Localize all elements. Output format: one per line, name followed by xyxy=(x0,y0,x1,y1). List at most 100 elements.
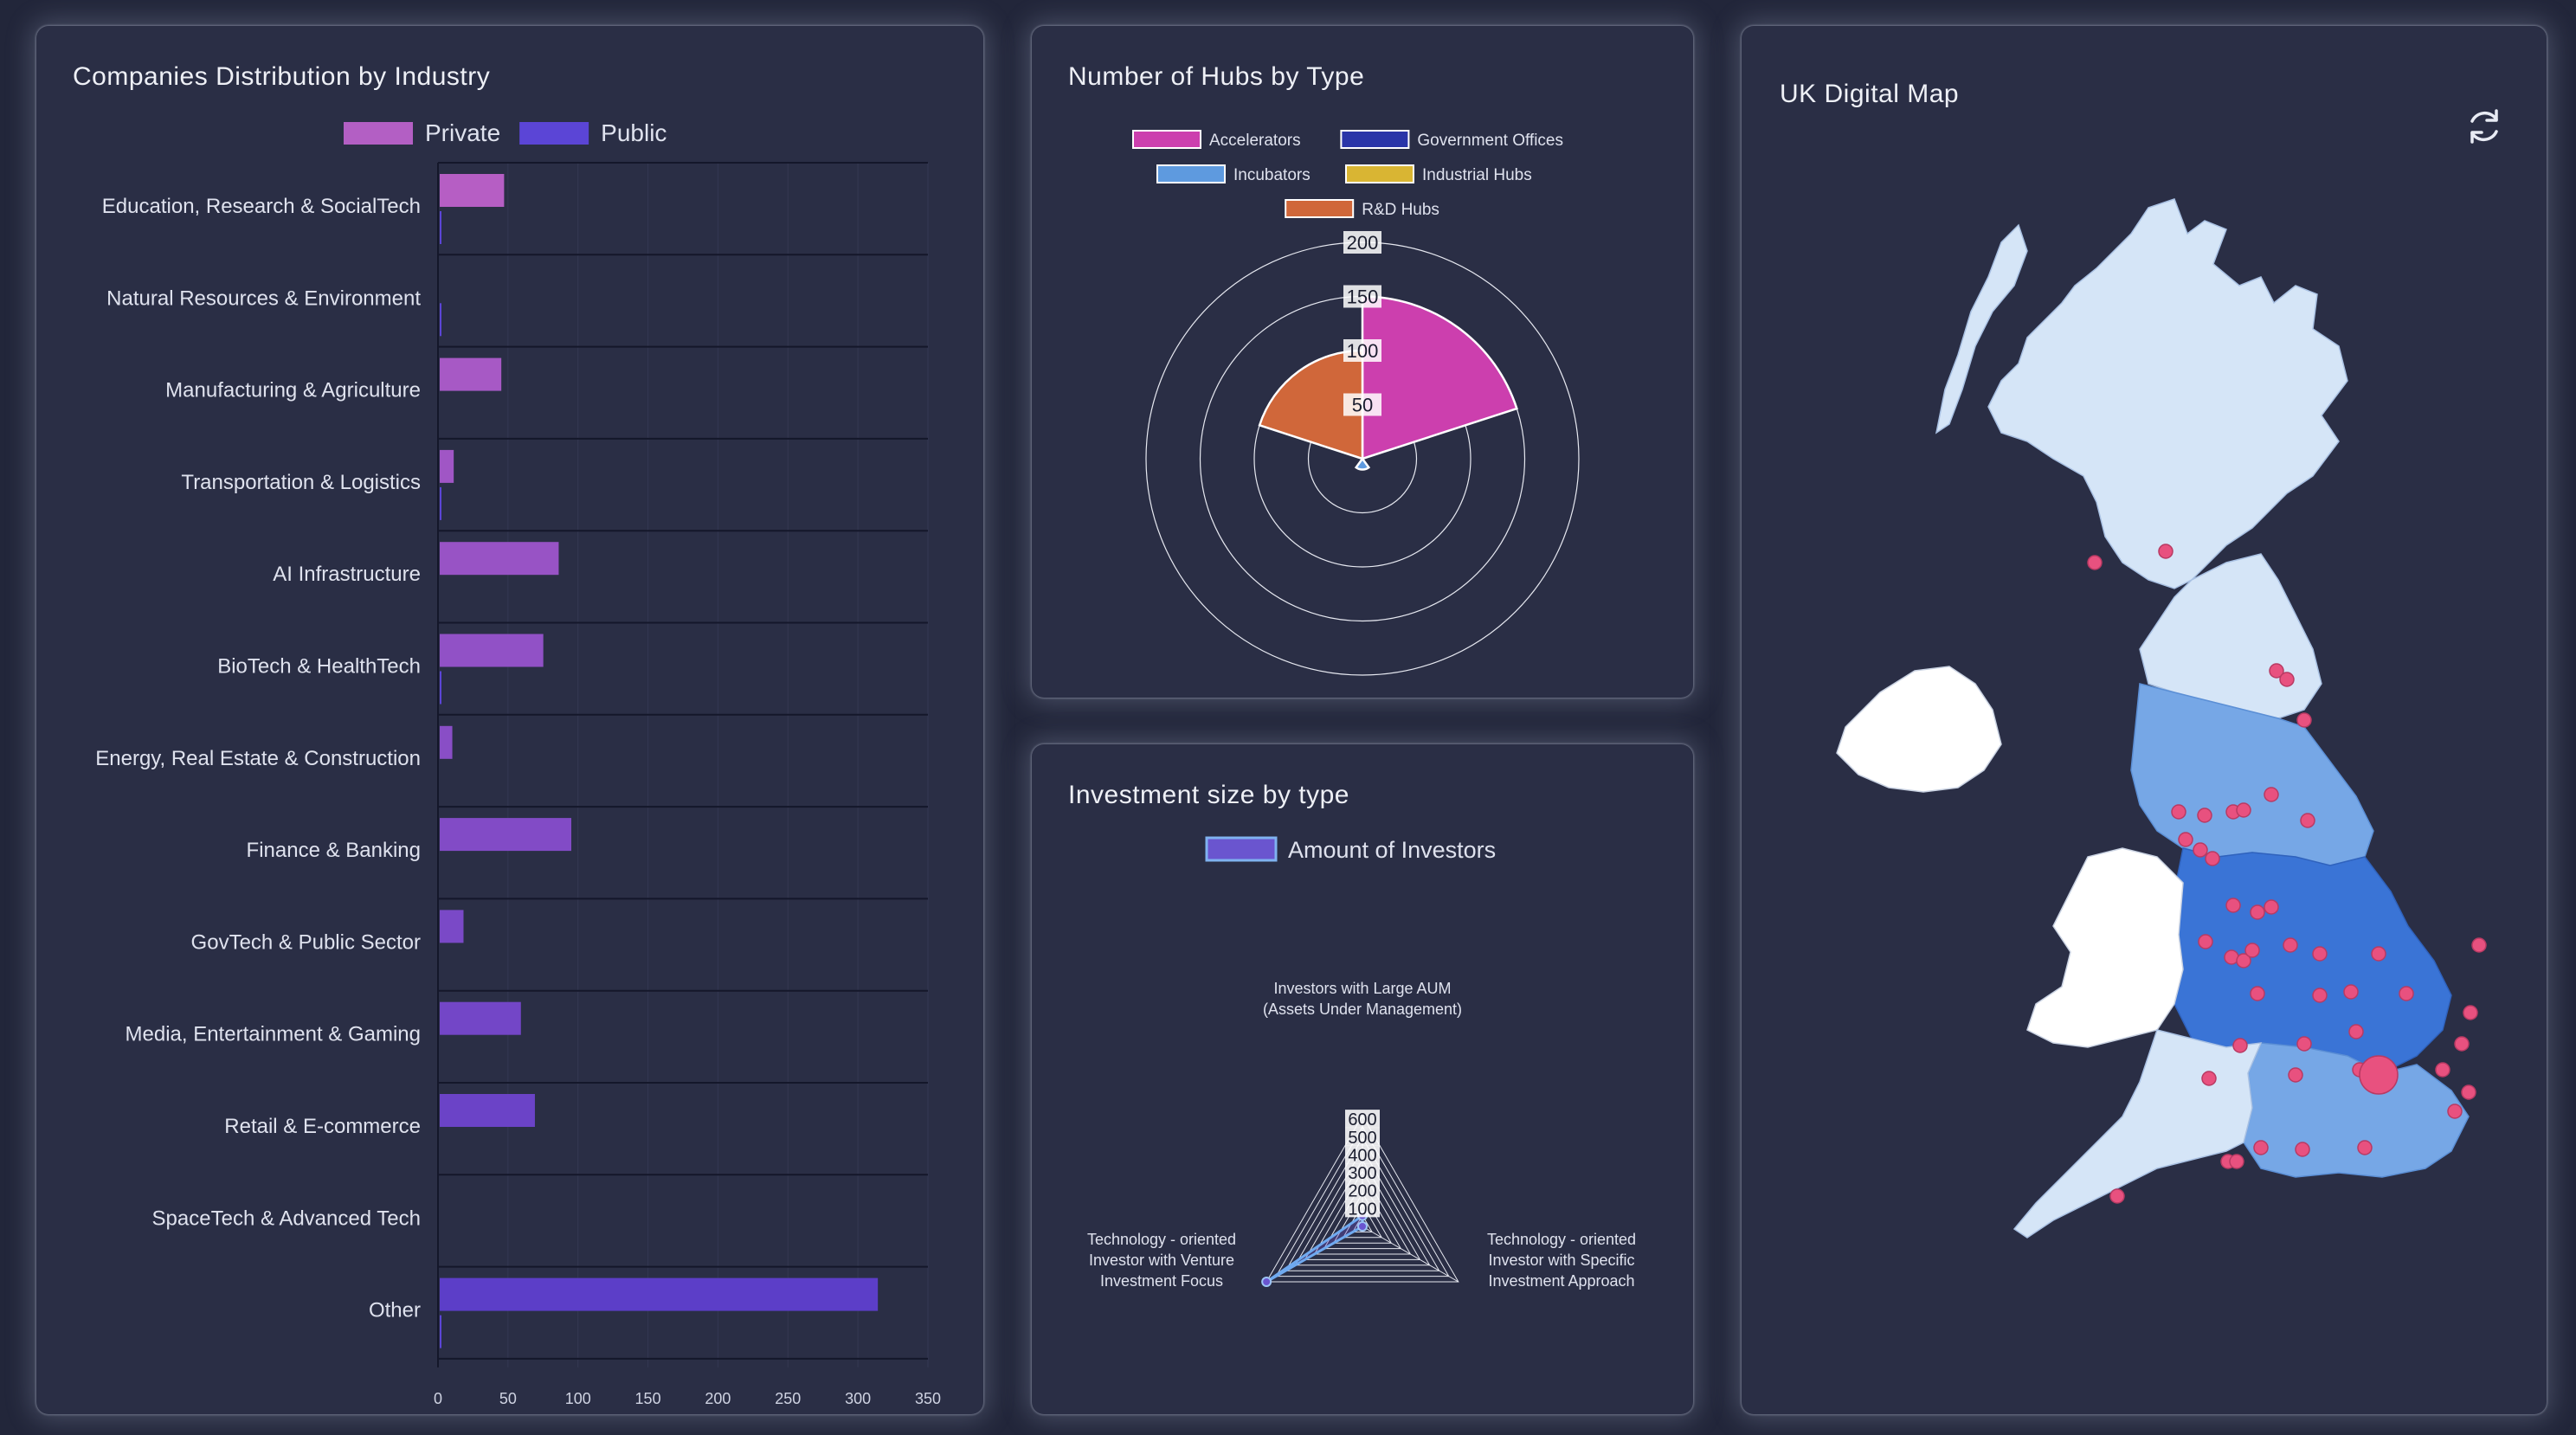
map-marker[interactable] xyxy=(2312,946,2328,962)
map-marker[interactable] xyxy=(2296,712,2312,728)
map-marker[interactable] xyxy=(2109,1188,2125,1204)
category-label: Transportation & Logistics xyxy=(181,471,421,494)
radar-tick-bg xyxy=(1345,1127,1380,1146)
map-marker[interactable] xyxy=(2264,787,2279,802)
map-marker[interactable] xyxy=(2158,544,2174,559)
bar-private[interactable] xyxy=(440,174,505,207)
bar-public[interactable] xyxy=(440,671,441,705)
radar-tick-bg xyxy=(1345,1110,1380,1129)
legend-swatch-incubators[interactable] xyxy=(1156,164,1226,183)
legend-label[interactable]: Incubators xyxy=(1233,166,1311,184)
map-marker[interactable] xyxy=(2253,1140,2269,1155)
map-marker[interactable] xyxy=(2178,832,2193,847)
legend-swatch-government-offices[interactable] xyxy=(1340,130,1410,149)
bar-private[interactable] xyxy=(440,1094,535,1127)
map-marker[interactable] xyxy=(2447,1104,2463,1119)
legend-swatch-amount-of-investors[interactable] xyxy=(1205,836,1278,862)
bar-private[interactable] xyxy=(440,542,559,576)
map-marker[interactable] xyxy=(2435,1062,2450,1078)
map-marker[interactable] xyxy=(2236,802,2251,818)
map-marker[interactable] xyxy=(2250,986,2265,1001)
map-marker[interactable] xyxy=(2454,1036,2470,1052)
bar-private[interactable] xyxy=(440,910,464,943)
bar-public[interactable] xyxy=(440,303,441,337)
map-marker[interactable] xyxy=(2236,953,2251,968)
hubs-panel: Number of Hubs by Type Accelerators Gover… xyxy=(1032,26,1693,698)
map-marker[interactable] xyxy=(2269,663,2284,679)
bar-public[interactable] xyxy=(440,211,441,244)
legend-label[interactable]: Industrial Hubs xyxy=(1422,166,1532,184)
map-marker[interactable] xyxy=(2399,986,2414,1001)
map-marker[interactable] xyxy=(2201,1071,2217,1086)
radar-grid xyxy=(1285,1136,1440,1271)
bar-private[interactable] xyxy=(440,1001,521,1035)
map-marker[interactable] xyxy=(2171,804,2186,820)
map-marker[interactable] xyxy=(2279,672,2295,687)
x-tick-label: 250 xyxy=(775,1390,801,1407)
legend-label[interactable]: Accelerators xyxy=(1209,132,1301,150)
map-marker[interactable] xyxy=(2283,937,2298,953)
polar-sector-accelerators[interactable] xyxy=(1361,295,1518,460)
legend-swatch-industrial-hubs[interactable] xyxy=(1345,164,1414,183)
map-marker[interactable] xyxy=(2229,1154,2244,1169)
category-label: Retail & E-commerce xyxy=(224,1115,421,1138)
map-marker[interactable] xyxy=(2198,934,2213,949)
map-marker[interactable] xyxy=(2312,988,2328,1003)
map-region-wales[interactable] xyxy=(2026,847,2184,1048)
bar-private[interactable] xyxy=(440,1277,879,1311)
polar-tick-label: 100 xyxy=(1347,340,1379,362)
bar-private[interactable] xyxy=(440,449,454,483)
legend-label-private[interactable]: Private xyxy=(425,119,500,146)
refresh-button[interactable] xyxy=(2462,104,2507,149)
map-marker[interactable] xyxy=(2197,808,2212,823)
radar-series-amount-of-investors[interactable] xyxy=(1265,1213,1364,1284)
map-marker[interactable] xyxy=(2348,1024,2364,1039)
legend-label-public[interactable]: Public xyxy=(601,119,667,146)
map-marker[interactable] xyxy=(2205,851,2220,866)
radar-grid xyxy=(1332,1192,1393,1244)
legend-label-amount-of-investors[interactable]: Amount of Investors xyxy=(1288,837,1496,863)
map-marker[interactable] xyxy=(2264,899,2279,915)
map-marker[interactable] xyxy=(2232,1038,2248,1053)
legend-label[interactable]: Government Offices xyxy=(1417,132,1563,150)
map-marker[interactable] xyxy=(2288,1067,2303,1083)
uk-map[interactable] xyxy=(1742,26,2547,1414)
bar-private[interactable] xyxy=(440,818,572,852)
bar-private[interactable] xyxy=(440,725,453,759)
radar-axis-label: Technology - oriented xyxy=(1087,1231,1236,1248)
map-region-scotland[interactable] xyxy=(1987,198,2348,589)
map-marker[interactable] xyxy=(2295,1142,2310,1157)
map-marker[interactable] xyxy=(2343,984,2359,1000)
map-region-northern-ireland[interactable] xyxy=(1836,666,2002,793)
map-region-south-west[interactable] xyxy=(2012,1029,2263,1239)
map-marker[interactable] xyxy=(2296,1036,2312,1052)
bar-public[interactable] xyxy=(440,486,441,520)
radar-point[interactable] xyxy=(1261,1277,1272,1287)
category-label: Media, Entertainment & Gaming xyxy=(126,1023,422,1046)
bar-private[interactable] xyxy=(440,357,502,391)
polar-sector-incubators[interactable] xyxy=(1354,456,1371,471)
radar-axis-label: Investors with Large AUM xyxy=(1273,980,1451,997)
bar-private[interactable] xyxy=(440,634,544,667)
map-marker[interactable] xyxy=(2463,1005,2478,1020)
map-marker[interactable] xyxy=(2357,1140,2373,1155)
legend-swatch-public[interactable] xyxy=(519,122,589,145)
map-marker[interactable] xyxy=(2087,555,2103,570)
map-region-midlands[interactable] xyxy=(2174,847,2452,1074)
legend-swatch-r-d-hubs[interactable] xyxy=(1285,199,1355,218)
legend-label[interactable]: R&D Hubs xyxy=(1362,201,1439,219)
bar-public[interactable] xyxy=(440,1315,441,1348)
map-marker[interactable] xyxy=(2193,842,2208,858)
map-marker[interactable] xyxy=(2461,1084,2476,1100)
radar-point[interactable] xyxy=(1357,1221,1368,1232)
map-marker[interactable] xyxy=(2371,946,2386,962)
map-marker[interactable] xyxy=(2225,898,2241,913)
map-marker[interactable] xyxy=(2244,943,2260,958)
map-marker[interactable] xyxy=(2300,813,2315,828)
map-marker[interactable] xyxy=(2471,937,2487,953)
map-marker[interactable] xyxy=(2250,904,2265,920)
map-marker-london[interactable] xyxy=(2359,1055,2399,1095)
radar-tick-bg xyxy=(1345,1199,1380,1218)
legend-swatch-private[interactable] xyxy=(344,122,413,145)
legend-swatch-accelerators[interactable] xyxy=(1132,130,1201,149)
